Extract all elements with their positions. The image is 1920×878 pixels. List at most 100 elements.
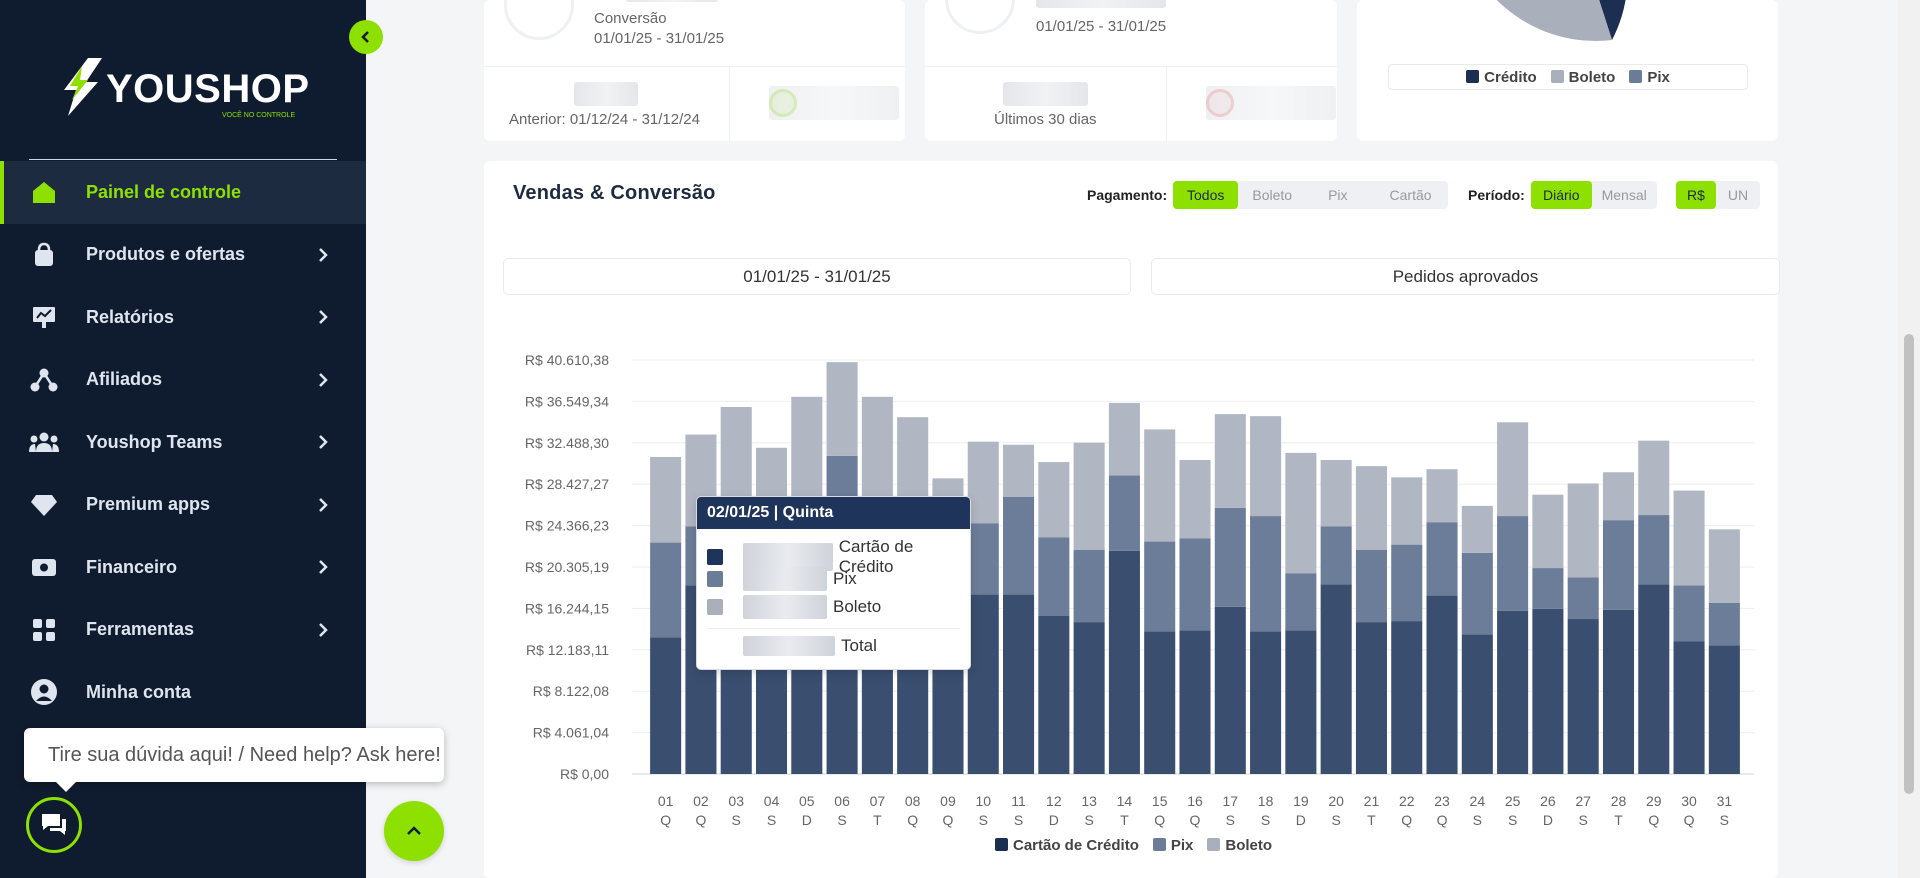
chevron-right-icon — [319, 247, 328, 262]
chevron-right-icon — [319, 435, 328, 450]
conversion-card: Conversão 01/01/25 - 31/01/25 Anterior: … — [484, 0, 905, 141]
x-tick-label: 09 — [940, 793, 956, 809]
payment-option-pix[interactable]: Pix — [1328, 187, 1348, 203]
previous-value-hidden — [574, 82, 638, 106]
bar-segment-pix — [1285, 573, 1317, 631]
scroll-to-top-button[interactable] — [384, 801, 444, 861]
unit-option-un[interactable]: UN — [1727, 187, 1749, 203]
y-tick-label: R$ 40.610,38 — [525, 352, 609, 368]
legend-swatch — [1152, 838, 1166, 851]
sidebar-collapse-button[interactable] — [349, 20, 383, 54]
bar-segment-pix — [1391, 544, 1423, 622]
x-weekday-label: Q — [907, 812, 918, 828]
legend-item-credito[interactable]: Crédito — [1466, 69, 1537, 86]
bar-segment-boleto — [1144, 429, 1176, 542]
legend-swatch — [995, 838, 1008, 851]
sidebar-item-ferramentas[interactable]: Ferramentas — [0, 599, 366, 662]
y-tick-label: R$ 4.061,04 — [533, 725, 609, 741]
legend-item-boleto[interactable]: Boleto — [1550, 69, 1615, 86]
x-weekday-label: Q — [1154, 812, 1165, 828]
bar-segment-cartao — [791, 651, 823, 774]
sidebar-item-produtos[interactable]: Produtos e ofertas — [0, 224, 366, 287]
bar-segment-cartao — [650, 637, 682, 774]
payment-option-cartao[interactable]: Cartão — [1389, 187, 1432, 203]
cart-icon — [945, 0, 1015, 34]
unit-option-brl[interactable]: R$ — [1676, 181, 1716, 209]
period-option-mensal[interactable]: Mensal — [1601, 187, 1647, 203]
bar-segment-pix — [1003, 496, 1035, 595]
payment-option-todos[interactable]: Todos — [1173, 181, 1239, 209]
sidebar-item-financeiro[interactable]: Financeiro — [0, 536, 366, 599]
x-weekday-label: Q — [1190, 812, 1201, 828]
x-weekday-label: S — [1331, 812, 1340, 828]
x-weekday-label: S — [1014, 812, 1023, 828]
y-tick-label: R$ 8.122,08 — [533, 683, 609, 699]
bar-segment-pix — [1250, 516, 1282, 632]
cart-previous-value-hidden — [1003, 82, 1088, 106]
chat-button[interactable] — [26, 797, 82, 853]
x-tick-label: 06 — [834, 793, 850, 809]
x-tick-label: 30 — [1681, 793, 1697, 809]
legend-swatch — [1207, 838, 1221, 851]
sidebar-item-label: Produtos e ofertas — [86, 244, 246, 265]
tooltip-row-pix: Pix — [707, 567, 857, 591]
payment-filter: Todos Boleto Pix Cartão — [1173, 181, 1448, 209]
bar-segment-cartao — [1003, 594, 1035, 774]
bar-segment-boleto — [1497, 422, 1529, 517]
x-weekday-label: S — [837, 812, 846, 828]
x-tick-label: 22 — [1399, 793, 1415, 809]
sidebar-item-premium[interactable]: Premium apps — [0, 474, 366, 537]
cart-card: 01/01/25 - 31/01/25 Últimos 30 dias — [925, 0, 1337, 141]
tooltip-row-label: Boleto — [833, 597, 882, 616]
sidebar-item-minha-conta[interactable]: Minha conta — [0, 661, 366, 724]
x-tick-label: 18 — [1258, 793, 1274, 809]
bar-segment-pix — [1708, 602, 1740, 646]
bar-segment-pix — [1108, 475, 1140, 551]
x-tick-label: 03 — [728, 793, 744, 809]
period-option-diario[interactable]: Diário — [1531, 181, 1592, 209]
payment-pie-chart — [1496, 0, 1626, 41]
metric-selector[interactable]: Pedidos aprovados — [1151, 258, 1780, 295]
sidebar-item-painel[interactable]: Painel de controle — [0, 161, 366, 224]
bar-segment-pix — [1638, 515, 1670, 585]
chart-tooltip: 02/01/25 | Quinta Cartão de Crédito Pix … — [696, 496, 971, 670]
payment-option-boleto[interactable]: Boleto — [1252, 187, 1293, 203]
y-tick-label: R$ 36.549,34 — [525, 393, 609, 409]
sidebar-item-relatorios[interactable]: Relatórios — [0, 286, 366, 349]
logo-text: YOUSHOP — [106, 66, 310, 111]
scrollbar-thumb[interactable] — [1904, 334, 1914, 794]
x-weekday-label: S — [1226, 812, 1235, 828]
bar-segment-boleto — [1532, 494, 1564, 569]
x-weekday-label: S — [979, 812, 988, 828]
x-tick-label: 24 — [1470, 793, 1486, 809]
legend-item-boleto[interactable]: Boleto — [1207, 837, 1272, 854]
bar-segment-cartao — [1355, 622, 1387, 774]
x-tick-label: 19 — [1293, 793, 1309, 809]
x-tick-label: 29 — [1646, 793, 1662, 809]
youshop-logo[interactable]: YOUSHOP — [58, 56, 310, 118]
legend-item-cartao[interactable]: Cartão de Crédito — [995, 837, 1139, 854]
y-tick-label: R$ 32.488,30 — [525, 435, 609, 451]
bar-segment-boleto — [1567, 483, 1599, 578]
logo-mark-icon — [64, 58, 102, 116]
tooltip-value-hidden — [743, 567, 827, 591]
x-weekday-label: T — [1367, 812, 1376, 828]
conversion-icon — [504, 0, 574, 40]
help-bubble[interactable]: Tire sua dúvida aqui! / Need help? Ask h… — [24, 728, 444, 792]
divider — [1166, 66, 1167, 141]
x-weekday-label: Q — [1648, 812, 1659, 828]
y-tick-label: R$ 16.244,15 — [525, 600, 609, 616]
x-weekday-label: S — [767, 812, 776, 828]
bar-segment-boleto — [1320, 460, 1352, 527]
legend-item-pix[interactable]: Pix — [1152, 837, 1193, 854]
legend-item-pix[interactable]: Pix — [1629, 69, 1670, 86]
bar-segment-pix — [1038, 537, 1070, 616]
date-range-selector[interactable]: 01/01/25 - 31/01/25 — [503, 258, 1131, 295]
x-tick-label: 16 — [1187, 793, 1203, 809]
sidebar-item-afiliados[interactable]: Afiliados — [0, 349, 366, 412]
sidebar-item-teams[interactable]: Youshop Teams — [0, 411, 366, 474]
bar-segment-cartao — [1144, 631, 1176, 774]
sales-bar-chart: R$ 0,00 R$ 4.061,04 R$ 8.122,08 R$ 12.183,1… — [525, 352, 1754, 828]
x-weekday-label: D — [802, 812, 812, 828]
bar-segment-pix — [967, 523, 999, 595]
